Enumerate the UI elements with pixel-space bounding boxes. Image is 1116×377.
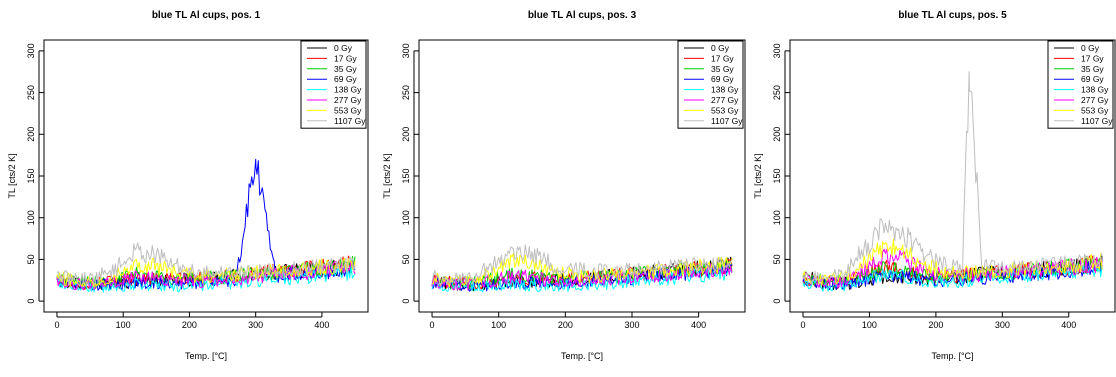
y-tick-label: 100 (772, 210, 782, 225)
y-tick-label: 300 (401, 43, 411, 58)
y-tick-label: 250 (401, 85, 411, 100)
x-tick-label: 400 (1061, 320, 1076, 330)
legend-entry-label: 277 Gy (1081, 95, 1109, 105)
x-axis-label: Temp. [°C] (561, 351, 603, 361)
chart-3: blue TL Al cups, pos. 5 0 100 200 300 400 0 50 1… (753, 10, 1116, 361)
chart-title: blue TL Al cups, pos. 3 (528, 10, 637, 21)
series-group (431, 244, 733, 293)
y-tick-label: 0 (772, 299, 782, 304)
series-line-138-gy (56, 265, 356, 293)
y-tick-label: 150 (401, 168, 411, 183)
series-group (802, 71, 1103, 292)
x-tick-label: 200 (928, 320, 943, 330)
legend-entry-label: 553 Gy (334, 105, 362, 115)
legend-entry-label: 17 Gy (334, 53, 357, 63)
x-axis-label: Temp. [°C] (185, 351, 227, 361)
legend-entry-label: 1107 Gy (334, 116, 366, 126)
y-tick-label: 0 (26, 299, 36, 304)
legend-entry-label: 69 Gy (711, 74, 734, 84)
series-group (56, 158, 356, 293)
y-tick-label: 150 (772, 168, 782, 183)
x-tick-label: 200 (182, 320, 197, 330)
y-tick-label: 0 (401, 299, 411, 304)
y-tick-label: 300 (772, 43, 782, 58)
legend-entry-label: 277 Gy (334, 95, 362, 105)
series-line-1107-gy (802, 71, 1103, 285)
y-tick-label: 200 (401, 127, 411, 142)
y-tick-label: 250 (772, 85, 782, 100)
legend-entry-label: 0 Gy (334, 43, 353, 53)
x-tick-label: 100 (862, 320, 877, 330)
legend-entry-label: 138 Gy (711, 85, 739, 95)
y-tick-label: 50 (772, 254, 782, 264)
legend-entry-label: 0 Gy (1081, 43, 1100, 53)
y-tick-label: 100 (401, 210, 411, 225)
legend-entry-label: 138 Gy (334, 85, 362, 95)
legend-entry-label: 35 Gy (711, 64, 734, 74)
y-tick-label: 150 (26, 168, 36, 183)
y-tick-label: 200 (26, 127, 36, 142)
x-tick-label: 100 (116, 320, 131, 330)
legend-entry-label: 1107 Gy (711, 116, 743, 126)
series-line-1107-gy (56, 242, 356, 287)
legend-box (677, 40, 744, 129)
x-tick-label: 0 (430, 320, 435, 330)
y-axis-label: TL [cts/2 K] (382, 153, 392, 198)
legend-entry-label: 1107 Gy (1081, 116, 1113, 126)
y-axis-label: TL [cts/2 K] (7, 153, 17, 198)
legend-entry-label: 138 Gy (1081, 85, 1109, 95)
legend-entry-label: 69 Gy (1081, 74, 1104, 84)
chart-title: blue TL Al cups, pos. 1 (152, 10, 261, 21)
series-line-277-gy (431, 263, 733, 291)
x-tick-label: 0 (800, 320, 805, 330)
series-line-553-gy (431, 252, 733, 288)
series-line-277-gy (56, 260, 356, 291)
y-tick-label: 100 (26, 210, 36, 225)
chart-title: blue TL Al cups, pos. 5 (898, 10, 1007, 21)
legend-entry-label: 17 Gy (711, 53, 734, 63)
y-axis-label: TL [cts/2 K] (753, 153, 763, 198)
legend-entry-label: 553 Gy (1081, 105, 1109, 115)
legend-entry-label: 17 Gy (1081, 53, 1104, 63)
y-tick-label: 250 (26, 85, 36, 100)
x-tick-label: 300 (624, 320, 639, 330)
x-axis-label: Temp. [°C] (931, 351, 973, 361)
series-line-1107-gy (431, 244, 733, 286)
legend-box (1047, 40, 1114, 129)
legend-box (300, 40, 367, 129)
series-line-69-gy (56, 158, 356, 292)
legend-entry-label: 69 Gy (334, 74, 357, 84)
x-tick-label: 300 (995, 320, 1010, 330)
legend-entry-label: 0 Gy (711, 43, 730, 53)
x-tick-label: 100 (491, 320, 506, 330)
legend-entry-label: 277 Gy (711, 95, 739, 105)
y-tick-label: 200 (772, 127, 782, 142)
y-tick-label: 50 (401, 254, 411, 264)
x-tick-label: 200 (558, 320, 573, 330)
y-tick-label: 50 (26, 254, 36, 264)
x-tick-label: 400 (314, 320, 329, 330)
x-tick-label: 400 (691, 320, 706, 330)
legend-entry-label: 35 Gy (334, 64, 357, 74)
series-line-553-gy (802, 238, 1103, 286)
x-tick-label: 300 (248, 320, 263, 330)
legend-entry-label: 35 Gy (1081, 64, 1104, 74)
x-tick-label: 0 (54, 320, 59, 330)
chart-2: blue TL Al cups, pos. 3 0 100 200 300 400 0 50 1… (382, 10, 746, 361)
y-tick-label: 300 (26, 43, 36, 58)
legend-entry-label: 553 Gy (711, 105, 739, 115)
chart-1: blue TL Al cups, pos. 1 0 100 200 300 400 0 50 1… (7, 10, 369, 361)
